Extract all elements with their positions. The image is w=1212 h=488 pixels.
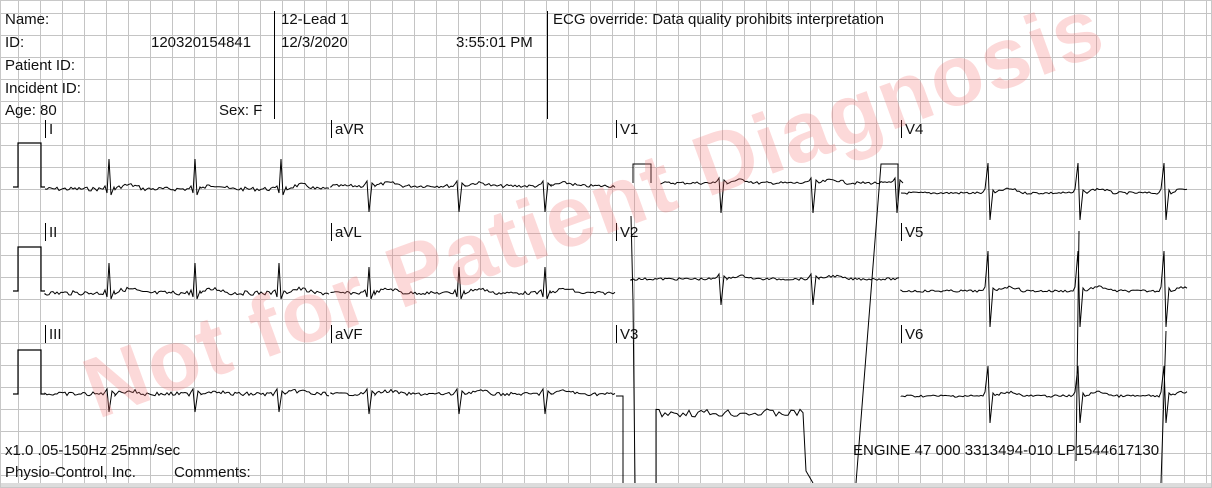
report-type: 12-Lead 1 (281, 11, 349, 28)
trace-lead-aVR (330, 179, 616, 213)
trace-lead-V5 (900, 250, 1188, 328)
patient-id-label: Patient ID: (5, 57, 76, 74)
lead-label-III: III (49, 326, 62, 343)
bottom-edge (1, 483, 1211, 487)
trace-lead-V3 (616, 215, 814, 483)
id-value: 120320154841 (151, 34, 252, 51)
lead-marker (901, 223, 902, 241)
trace-lead-aVF (330, 387, 616, 415)
override-text: ECG override: Data quality prohibits int… (553, 11, 884, 28)
header-divider-2 (547, 11, 548, 119)
lead-label-II: II (49, 224, 58, 241)
lead-marker (616, 120, 617, 138)
report-date: 12/3/2020 (281, 34, 348, 51)
lead-marker (616, 223, 617, 241)
lead-marker (901, 325, 902, 343)
recording-settings: x1.0 .05-150Hz 25mm/sec (5, 442, 181, 459)
lead-label-V5: V5 (905, 224, 924, 241)
lead-label-V6: V6 (905, 326, 924, 343)
trace-artifact (632, 163, 1167, 483)
sex-field: Sex: F (219, 102, 263, 119)
age-field: Age: 80 (5, 102, 57, 119)
lead-marker (45, 120, 46, 138)
trace-lead-III (44, 387, 330, 413)
trace-lead-V4 (900, 162, 1188, 221)
trace-lead-V6 (900, 365, 1188, 424)
trace-lead-V1 (660, 176, 904, 214)
id-label: ID: (5, 34, 25, 51)
lead-marker (616, 325, 617, 343)
lead-marker (45, 325, 46, 343)
trace-lead-aVL (330, 266, 616, 300)
header-divider-1 (274, 11, 275, 119)
lead-label-aVR: aVR (335, 121, 365, 138)
trace-lead-V2 (630, 272, 900, 306)
incident-id-label: Incident ID: (5, 80, 81, 97)
lead-label-V2: V2 (620, 224, 639, 241)
lead-label-I: I (49, 121, 54, 138)
lead-label-V4: V4 (905, 121, 924, 138)
trace-lead-II (44, 262, 330, 300)
lead-marker (331, 120, 332, 138)
lead-marker (45, 223, 46, 241)
calibration-pulses (13, 142, 45, 395)
manufacturer: Physio-Control, Inc. (5, 464, 136, 481)
lead-marker (331, 223, 332, 241)
name-label: Name: (5, 11, 50, 28)
device-id: ENGINE 47 000 3313494-010 LP1544617130 (853, 442, 1160, 459)
lead-label-V1: V1 (620, 121, 639, 138)
comments-label: Comments: (174, 464, 251, 481)
report-time: 3:55:01 PM (456, 34, 533, 51)
lead-marker (901, 120, 902, 138)
lead-label-aVL: aVL (335, 224, 362, 241)
lead-label-aVF: aVF (335, 326, 363, 343)
lead-marker (331, 325, 332, 343)
trace-lead-I (44, 158, 330, 196)
